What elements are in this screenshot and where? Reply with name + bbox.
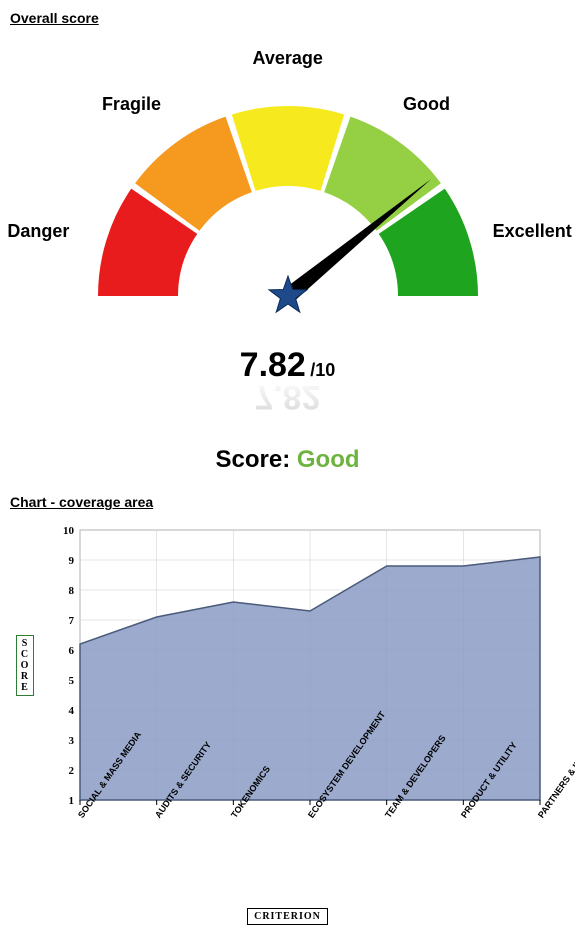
area-chart-xlabel: CRITERION — [247, 908, 328, 925]
score-reflection: 7.82 — [10, 377, 565, 416]
svg-text:5: 5 — [69, 675, 75, 687]
coverage-area-title: Chart - coverage area — [10, 494, 565, 510]
verdict-value: Good — [297, 446, 360, 473]
overall-score-title: Overall score — [10, 10, 565, 26]
svg-text:3: 3 — [69, 735, 75, 747]
verdict-label: Score: — [215, 446, 290, 473]
gauge-segment-label: Fragile — [102, 94, 161, 115]
score-verdict: Score: Good — [10, 446, 565, 474]
svg-text:1: 1 — [69, 795, 75, 807]
svg-text:9: 9 — [69, 555, 75, 567]
svg-text:6: 6 — [69, 645, 75, 657]
gauge-segment-label: Average — [253, 48, 323, 69]
gauge-segment-label: Good — [403, 94, 450, 115]
gauge-chart: DangerFragileAverageGoodExcellent — [18, 66, 558, 366]
svg-text:2: 2 — [69, 765, 75, 777]
svg-text:4: 4 — [69, 705, 75, 717]
svg-text:8: 8 — [69, 585, 75, 597]
area-chart-ylabel: SCORE — [16, 635, 35, 696]
svg-text:10: 10 — [63, 525, 75, 537]
gauge-segment-label: Excellent — [493, 221, 572, 242]
svg-text:7: 7 — [69, 615, 75, 627]
area-chart: SCORE 12345678910 SOCIAL & MASS MEDIAAUD… — [10, 520, 565, 924]
gauge-segment-label: Danger — [7, 221, 69, 242]
